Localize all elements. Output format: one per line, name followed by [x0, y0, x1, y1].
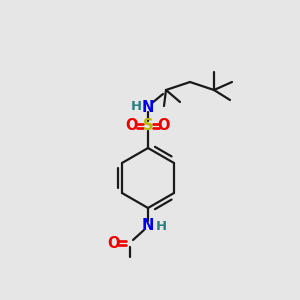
Text: H: H [130, 100, 142, 113]
Text: N: N [142, 100, 154, 115]
Text: O: O [107, 236, 119, 250]
Text: O: O [158, 118, 170, 134]
Text: H: H [155, 220, 167, 232]
Text: O: O [126, 118, 138, 134]
Text: S: S [143, 118, 153, 134]
Text: N: N [142, 218, 154, 233]
